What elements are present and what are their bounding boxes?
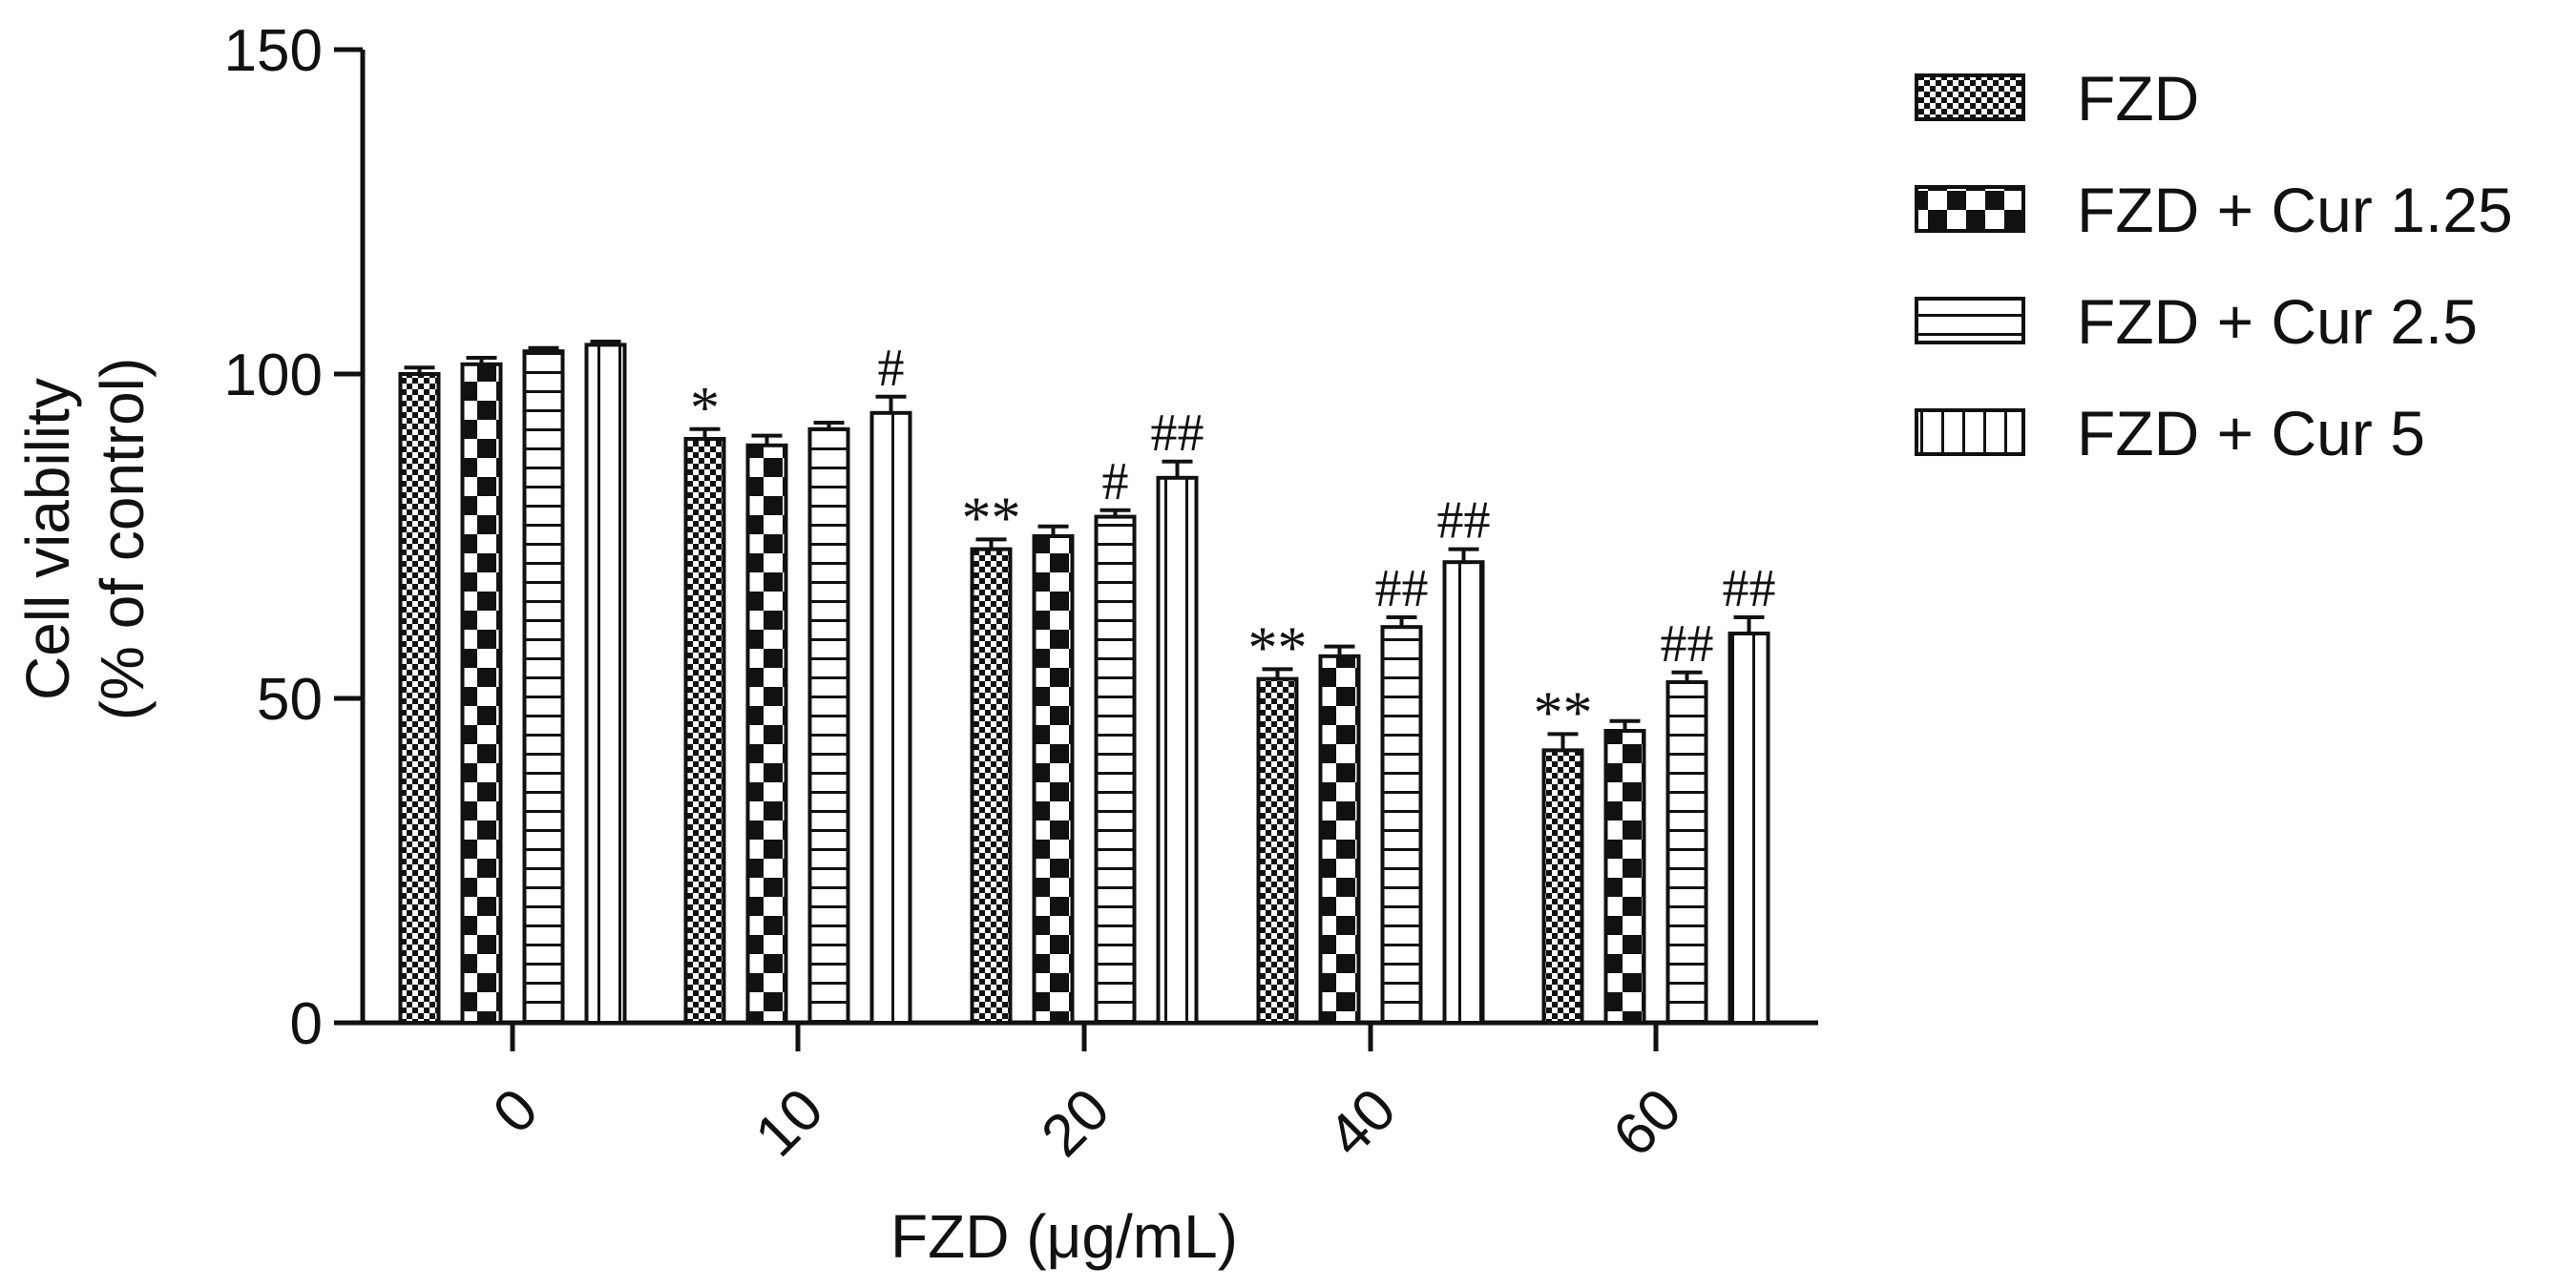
y-tick-label: 0 (290, 991, 323, 1057)
bar (460, 362, 503, 1025)
bar (1318, 654, 1361, 1025)
y-axis-title-line1: Cell viability (13, 378, 82, 700)
x-tick-label: 40 (1315, 1076, 1409, 1170)
legend-swatch (1915, 73, 2025, 121)
bar (1094, 514, 1137, 1025)
legend-swatch (1915, 297, 2025, 344)
significance-mark: ** (1248, 615, 1308, 680)
significance-mark: # (878, 339, 905, 398)
bar (1442, 560, 1485, 1025)
x-tick-label: 20 (1029, 1076, 1122, 1170)
significance-mark: ## (1151, 404, 1204, 463)
x-tick-label: 10 (743, 1076, 836, 1170)
significance-mark: ## (1437, 491, 1491, 551)
legend-label: FZD + Cur 1.25 (2077, 175, 2513, 245)
y-tick-label: 50 (257, 667, 323, 733)
bars (398, 343, 1770, 1026)
significance-mark: ## (1661, 614, 1714, 674)
significance-mark: ## (1375, 559, 1429, 618)
x-tick-label: 0 (481, 1076, 551, 1146)
bar (522, 349, 565, 1025)
significance-mark: ** (1534, 680, 1593, 745)
bar (1541, 748, 1584, 1026)
y-tick-label: 100 (224, 343, 323, 408)
significance-mark: * (690, 376, 720, 441)
significance-mark: ** (962, 486, 1021, 551)
error-bars (404, 340, 1765, 751)
y-tick-label: 150 (224, 18, 323, 84)
x-axis-title: FZD (μg/mL) (890, 1202, 1238, 1271)
significance-marks: *******############ (690, 339, 1776, 746)
legend: FZD FZD + Cur 1.25 FZD + Cur 2.5 FZD + Cur … (1915, 63, 2513, 468)
bar (1380, 625, 1423, 1025)
significance-mark: ## (1723, 559, 1776, 618)
x-ticks: 0 10 20 40 60 (481, 1023, 1694, 1170)
bar (1256, 676, 1299, 1025)
legend-label: FZD + Cur 5 (2077, 398, 2425, 468)
bar (807, 426, 850, 1025)
bar (1032, 534, 1075, 1025)
y-ticks: 0 50 100 150 (224, 18, 363, 1057)
bar (1156, 475, 1199, 1025)
x-tick-label: 60 (1601, 1076, 1694, 1170)
bar (584, 343, 627, 1025)
bar (745, 443, 788, 1025)
bar (970, 547, 1013, 1025)
legend-swatch (1915, 408, 2025, 456)
bar (398, 372, 441, 1025)
legend-label: FZD (2077, 63, 2199, 134)
bar (1665, 680, 1708, 1025)
significance-mark: # (1102, 452, 1129, 511)
bar (869, 410, 912, 1025)
bar (1728, 632, 1770, 1025)
legend-label: FZD + Cur 2.5 (2077, 286, 2478, 357)
bar (683, 437, 726, 1025)
legend-swatch (1915, 185, 2025, 233)
y-axis-title-line2: (% of control) (88, 358, 157, 721)
bar (1603, 729, 1646, 1025)
